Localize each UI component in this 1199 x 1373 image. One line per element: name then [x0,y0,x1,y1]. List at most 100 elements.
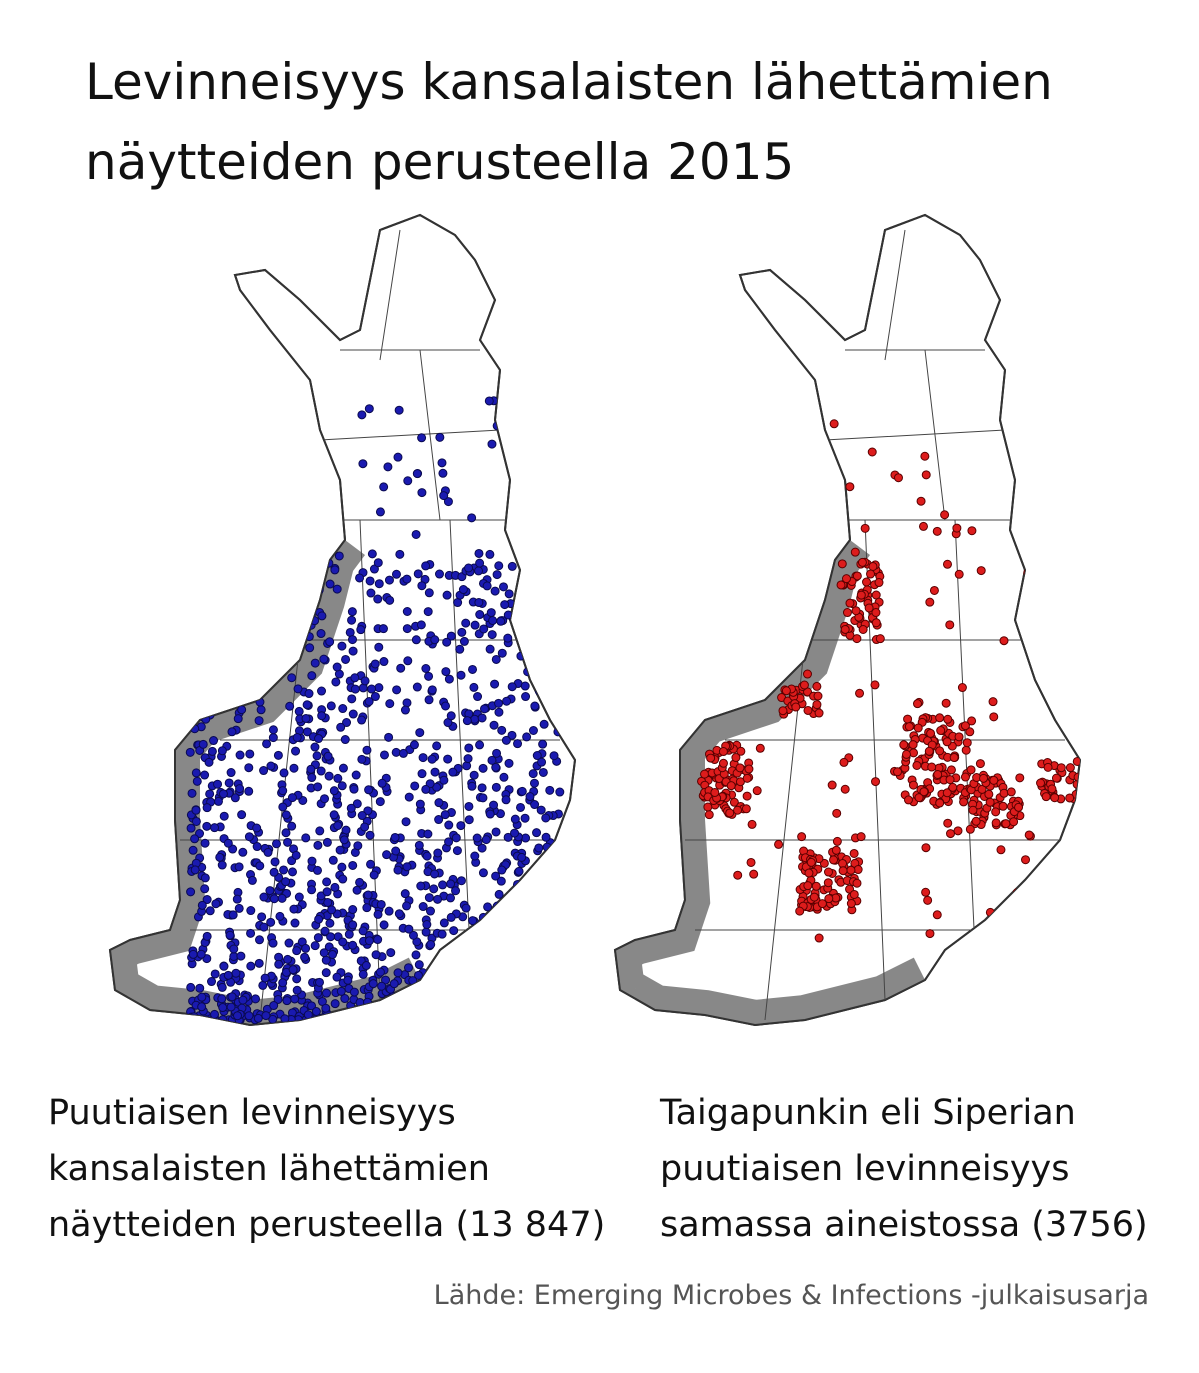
source: Lähde: Emerging Microbes & Infections -j… [433,1280,1149,1311]
dot [306,764,316,774]
dot [387,999,397,1009]
dot [533,933,543,943]
dot [236,951,246,961]
dot [500,600,510,610]
dot [547,901,557,911]
dot [803,628,813,638]
dot [467,995,477,1005]
dot [373,558,383,568]
dot [1012,888,1022,898]
dot [348,940,358,950]
dot [439,775,449,785]
dot [402,607,412,617]
dot [338,874,348,884]
dot [321,968,331,978]
dot [526,965,536,975]
dot [739,495,749,505]
dot [417,1003,427,1013]
dot [301,713,311,723]
dot [282,996,292,1006]
dot [459,636,469,646]
dot [321,988,331,998]
dot [434,1009,444,1019]
dot [446,1013,456,1023]
dot [401,817,411,827]
dot [271,839,281,849]
dot [852,634,862,644]
dot [952,523,962,533]
dot [477,713,487,723]
dot [273,750,283,760]
dot [373,935,383,945]
dot [456,670,466,680]
dot [444,1010,454,1020]
dot [218,613,228,623]
dot [908,740,918,750]
dot [357,754,367,764]
dot [535,886,545,896]
dot [188,640,198,650]
dot [838,517,848,527]
dot [226,1002,236,1012]
dot [485,1000,495,1010]
dot [541,988,551,998]
title: Levinneisyys kansalaisten lähettämien nä… [85,42,1053,202]
dot [497,865,507,875]
dot [256,705,266,715]
dot [187,788,197,798]
dot [453,598,463,608]
caption-line: samassa aineistossa (3756) [660,1205,1148,1245]
dot [1029,551,1039,561]
dot [523,921,533,931]
dot [957,683,967,693]
dot [434,815,444,825]
dot [451,833,461,843]
dot [475,558,485,568]
dot [538,581,548,591]
dot [485,809,495,819]
dot [1042,482,1052,492]
dot [377,981,387,991]
dot [462,955,472,965]
dot [288,965,298,975]
dot [494,979,504,989]
dot [243,622,253,632]
dot [396,1001,406,1011]
dot [423,1010,433,1020]
dot [812,700,822,710]
dot [204,757,214,767]
dot [191,768,201,778]
dot [439,918,449,928]
dot [733,870,743,880]
caption-line: näytteiden perusteella (13 847) [48,1205,606,1245]
dot [201,654,211,664]
dot [496,616,506,626]
dot [494,707,504,717]
dot [273,582,283,592]
dot [483,957,493,967]
dot [334,1013,344,1023]
dot [903,714,913,724]
dot [185,747,195,757]
dot [211,899,221,909]
dot [275,911,285,921]
dot [406,1003,416,1013]
dot [321,955,331,965]
dot [316,629,326,639]
dot [504,958,514,968]
dot [532,869,542,879]
dot [213,796,223,806]
dot [292,974,302,984]
dot [523,1010,533,1020]
dot [538,886,548,896]
dot [196,949,206,959]
dot [237,810,247,820]
dot [527,1006,537,1016]
dot [525,1001,535,1011]
dot [453,963,463,973]
dot [530,992,540,1002]
dot [314,914,324,924]
dot [337,781,347,791]
dot [355,877,365,887]
dot [329,786,339,796]
